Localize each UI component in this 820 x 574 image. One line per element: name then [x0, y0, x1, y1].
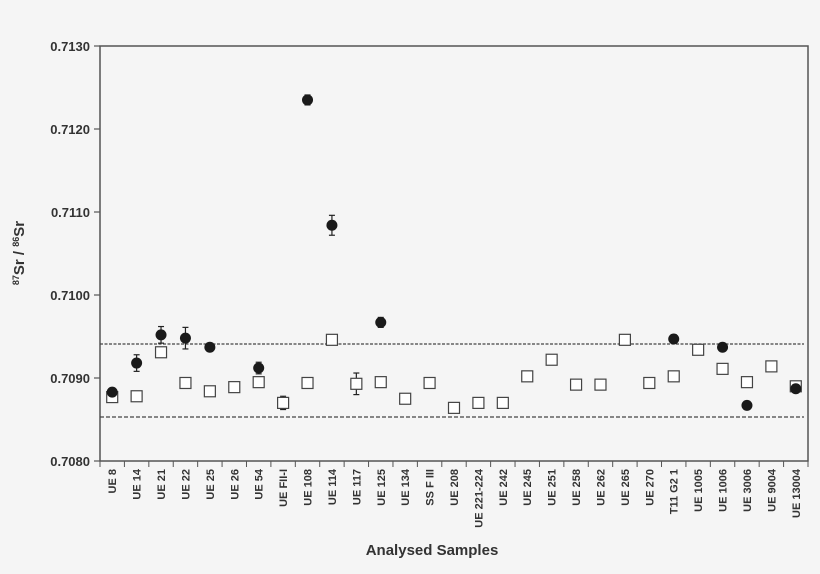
open-square-point [130, 390, 143, 403]
x-tick-label: UE 1005 [693, 469, 705, 512]
x-tick-label: UE FII-I [278, 469, 290, 507]
x-tick-label: UE 262 [595, 469, 607, 506]
x-axis-label: Analysed Samples [366, 542, 499, 559]
open-square-point [472, 396, 485, 409]
open-square-point [667, 370, 680, 383]
x-tick-label: UE 22 [180, 469, 192, 500]
filled-circle-point [179, 332, 191, 344]
x-tick-label: UE 108 [303, 469, 315, 506]
filled-circle-point [741, 399, 753, 411]
open-square-point [496, 396, 509, 409]
open-square-point [277, 396, 290, 409]
open-square-point [569, 378, 583, 391]
y-tick-label: 0.7130 [50, 39, 90, 54]
open-square-point [252, 376, 265, 389]
open-square-point [643, 376, 656, 390]
open-square-point [350, 377, 363, 390]
x-tick-label: UE 270 [644, 469, 656, 506]
open-square-point [716, 362, 729, 375]
y-tick-label: 0.7110 [51, 205, 90, 220]
y-axis-label: 87Sr / 86Sr [11, 221, 28, 285]
x-tick-label: SS F III [425, 469, 437, 506]
filled-circle-point [790, 383, 802, 395]
x-tick-label: UE 8 [107, 469, 119, 493]
open-square-point [618, 333, 631, 346]
y-tick-label: 0.7080 [50, 454, 90, 469]
filled-circle-point [204, 341, 216, 353]
filled-circle-point [253, 362, 265, 374]
x-tick-label: UE 265 [620, 469, 632, 506]
open-square-point [740, 376, 754, 389]
open-square-point [765, 360, 778, 373]
open-square-point [545, 353, 558, 366]
x-tick-label: UE 26 [229, 469, 241, 500]
x-tick-label: UE 3006 [742, 469, 754, 512]
x-tick-label: UE 258 [571, 469, 583, 506]
open-square-point [154, 346, 168, 359]
x-tick-label: T11 G2 1 [669, 469, 681, 514]
x-tick-label: UE 251 [547, 469, 559, 506]
x-tick-label: UE 134 [400, 468, 412, 506]
filled-circle-point [375, 316, 387, 328]
open-square-point [301, 376, 314, 390]
open-square-point [447, 401, 461, 414]
x-tick-label: UE 242 [498, 469, 510, 506]
x-tick-label: UE 245 [522, 469, 534, 506]
filled-circle-point [302, 94, 314, 106]
x-tick-label: UE 9004 [766, 468, 778, 512]
open-square-point [374, 376, 387, 389]
open-square-point [228, 381, 241, 394]
x-tick-label: UE 21 [156, 469, 168, 500]
x-tick-label: UE 14 [132, 468, 144, 499]
y-tick-label: 0.7090 [50, 371, 90, 386]
open-square-point [692, 343, 705, 356]
filled-circle-point [668, 333, 680, 345]
filled-circle-point [106, 386, 118, 398]
open-square-point [179, 376, 192, 390]
plot-frame [99, 45, 809, 462]
y-tick-label: 0.7120 [50, 122, 90, 137]
x-tick-label: UE 25 [205, 469, 217, 500]
filled-circle-point [326, 219, 338, 231]
y-tick-label: 0.7100 [50, 288, 90, 303]
open-square-point [521, 370, 534, 383]
x-tick-label: UE 208 [449, 469, 461, 506]
filled-circle-point [131, 357, 143, 369]
open-square-point [203, 385, 216, 398]
x-tick-label: UE 13004 [791, 468, 803, 518]
x-tick-label: UE 125 [376, 469, 388, 506]
x-tick-label: UE 54 [254, 468, 266, 499]
open-square-point [399, 392, 412, 405]
x-tick-label: UE 114 [327, 468, 339, 505]
open-square-point [325, 333, 339, 346]
x-tick-label: UE 117 [351, 469, 363, 505]
x-tick-label: UE 221-224 [473, 468, 485, 528]
filled-circle-point [717, 341, 729, 353]
open-square-point [423, 376, 436, 390]
x-tick-label: UE 1006 [718, 469, 730, 512]
open-square-point [594, 378, 607, 391]
filled-circle-point [155, 329, 167, 341]
